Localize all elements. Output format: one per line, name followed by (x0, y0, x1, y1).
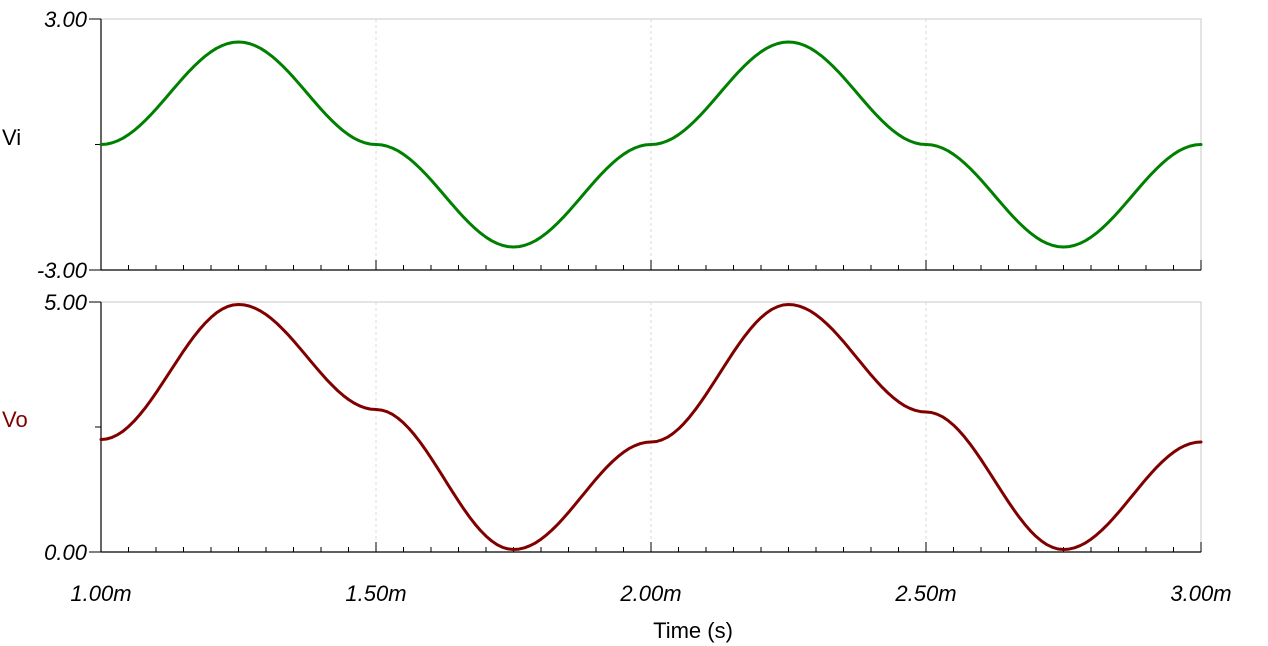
series-label-vo: Vo (2, 407, 28, 432)
x-axis-label: Time (s) (653, 618, 733, 643)
y-tick-label: 5.00 (44, 290, 88, 315)
plot-panel-vo: 5.00 0.00 Vo (2, 290, 1203, 565)
x-tick-label: 3.00m (1170, 581, 1231, 606)
y-tick-label: 3.00 (44, 7, 88, 32)
x-tick-label: 1.00m (70, 581, 131, 606)
x-tick-label: 2.50m (894, 581, 956, 606)
y-tick-label: -3.00 (37, 258, 88, 283)
y-tick-label: 0.00 (44, 540, 88, 565)
plot-panel-vi: 3.00 -3.00 Vi (2, 7, 1203, 283)
trace-vo (99, 303, 1203, 551)
x-tick-label: 1.50m (345, 581, 406, 606)
series-label-vi: Vi (2, 125, 21, 150)
trace-vi (99, 40, 1203, 249)
x-tick-label: 2.00m (619, 581, 681, 606)
